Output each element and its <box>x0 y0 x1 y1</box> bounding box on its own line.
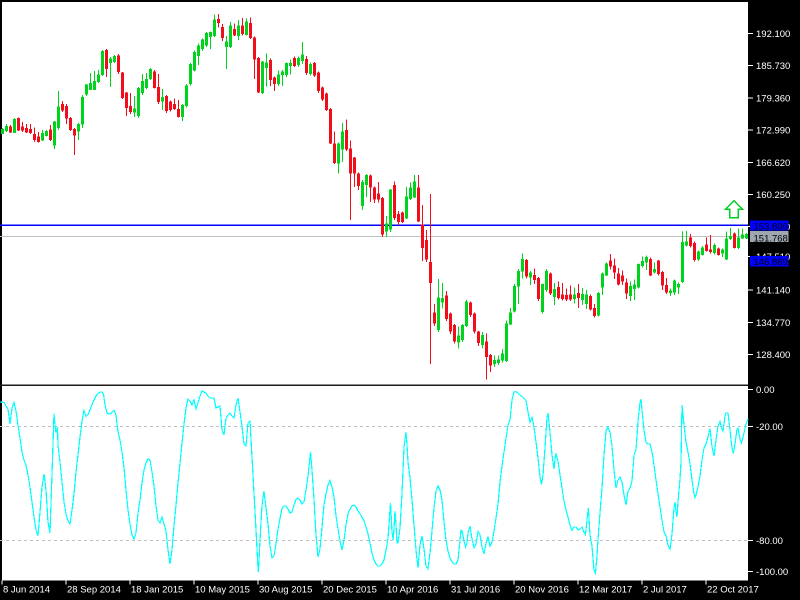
svg-text:172.990: 172.990 <box>756 126 790 137</box>
svg-text:146.869: 146.869 <box>754 257 788 268</box>
svg-text:134.770: 134.770 <box>756 318 790 329</box>
svg-text:-20.00: -20.00 <box>756 422 783 433</box>
svg-text:2 Jul 2017: 2 Jul 2017 <box>643 585 687 596</box>
svg-text:185.730: 185.730 <box>756 61 790 72</box>
svg-text:141.140: 141.140 <box>756 286 790 297</box>
svg-text:20 Dec 2015: 20 Dec 2015 <box>323 585 377 596</box>
svg-text:153.806: 153.806 <box>754 221 788 232</box>
svg-text:10 May 2015: 10 May 2015 <box>195 585 250 596</box>
svg-text:151.768: 151.768 <box>754 233 788 244</box>
svg-text:22 Oct 2017: 22 Oct 2017 <box>707 585 759 596</box>
svg-text:166.620: 166.620 <box>756 158 790 169</box>
svg-text:160.250: 160.250 <box>756 190 790 201</box>
svg-text:0.00: 0.00 <box>756 385 775 396</box>
svg-text:10 Apr 2016: 10 Apr 2016 <box>387 585 438 596</box>
svg-text:12 Mar 2017: 12 Mar 2017 <box>579 585 632 596</box>
svg-text:28 Sep 2014: 28 Sep 2014 <box>67 585 121 596</box>
svg-text:192.100: 192.100 <box>756 29 790 40</box>
svg-text:20 Nov 2016: 20 Nov 2016 <box>515 585 569 596</box>
svg-text:31 Jul 2016: 31 Jul 2016 <box>451 585 500 596</box>
svg-text:179.360: 179.360 <box>756 94 790 105</box>
svg-text:30 Aug 2015: 30 Aug 2015 <box>259 585 312 596</box>
svg-text:18 Jan 2015: 18 Jan 2015 <box>131 585 183 596</box>
svg-text:128.400: 128.400 <box>756 350 790 361</box>
svg-text:8 Jun 2014: 8 Jun 2014 <box>3 585 50 596</box>
svg-text:-100.00: -100.00 <box>756 567 788 578</box>
svg-text:-80.00: -80.00 <box>756 536 783 547</box>
